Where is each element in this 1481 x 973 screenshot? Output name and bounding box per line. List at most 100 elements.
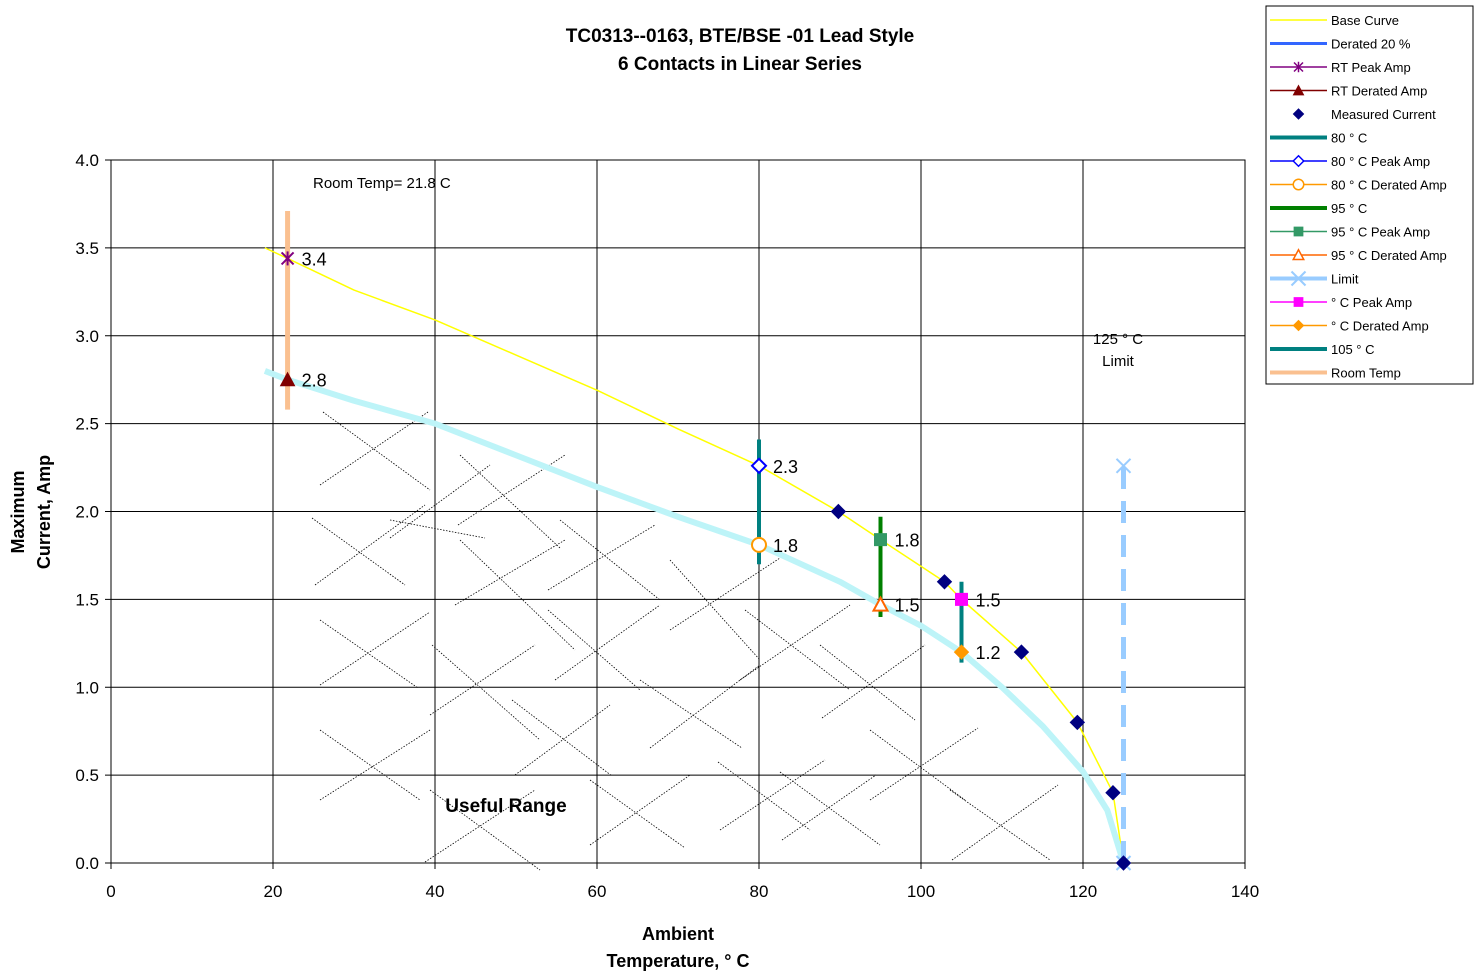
- ticks: 0 20 40 60 80 100 120 1400.00.51.01.52.02.53.03…: [75, 151, 1259, 901]
- legend-swatch-marker: [1294, 298, 1303, 307]
- legend-marker: [1294, 227, 1303, 236]
- legend-marker: [1293, 179, 1304, 190]
- y-axis-label-line2: Current, Amp: [34, 455, 54, 569]
- hatch-mark: [430, 645, 535, 715]
- data-point: [752, 459, 766, 473]
- data-label: 2.8: [302, 371, 327, 391]
- chart-subtitle: 6 Contacts in Linear Series: [618, 54, 862, 75]
- legend-label: Limit: [1331, 272, 1359, 287]
- hatch-mark: [720, 760, 825, 830]
- hatch-mark: [560, 520, 660, 600]
- hatch-mark: [320, 412, 428, 485]
- x-tick-label: 60: [588, 882, 607, 901]
- legend-label: 80 ° C: [1331, 131, 1367, 146]
- hatch-mark: [870, 728, 978, 800]
- x-tick-label: 80: [750, 882, 769, 901]
- hatch-mark: [555, 605, 660, 680]
- data-point: [752, 538, 766, 552]
- y-tick-label: 1.0: [75, 678, 99, 697]
- hatch-mark: [432, 645, 540, 740]
- legend-label: 95 ° C Peak Amp: [1331, 225, 1430, 240]
- y-tick-label: 4.0: [75, 151, 99, 170]
- legend-label: Measured Current: [1331, 107, 1436, 122]
- hatch-mark: [590, 780, 685, 848]
- legend-label: 80 ° C Derated Amp: [1331, 178, 1447, 193]
- hatch-mark: [320, 730, 430, 800]
- plot-area: 3.4 2.8 2.3 1.8 1.8 1.5 1.5 1.2 0 20 40 60 80 100 120…: [75, 151, 1259, 901]
- legend-label: 105 ° C: [1331, 342, 1375, 357]
- legend-label: Derated 20 %: [1331, 37, 1411, 52]
- series-base-curve: [265, 248, 1124, 863]
- x-tick-label: 20: [264, 882, 283, 901]
- legend: Base Curve Derated 20 % RT Peak Amp RT Dera…: [1266, 6, 1473, 384]
- legend-marker: [1294, 298, 1303, 307]
- data-point: [956, 593, 968, 605]
- y-tick-label: 1.5: [75, 590, 99, 609]
- hatch-mark: [952, 785, 1058, 860]
- hatch-mark: [820, 645, 915, 720]
- hatch-mark: [320, 730, 420, 800]
- data-label: 3.4: [302, 249, 327, 269]
- series-derated-20: [265, 371, 1124, 863]
- series-line-derated-20: [265, 371, 1124, 863]
- legend-label: RT Derated Amp: [1331, 84, 1427, 99]
- y-axis-label-line1: Maximum: [8, 470, 28, 553]
- legend-label: ° C Derated Amp: [1331, 319, 1429, 334]
- data-point: [282, 251, 294, 265]
- hatch-mark: [312, 518, 405, 585]
- room-temp-annotation: Room Temp= 21.8 C: [313, 175, 451, 192]
- hatch-mark: [740, 605, 850, 680]
- y-tick-label: 2.5: [75, 415, 99, 434]
- y-tick-label: 3.5: [75, 239, 99, 258]
- limit-annotation-line1: 125 ° C: [1093, 331, 1143, 348]
- legend-label: 80 ° C Peak Amp: [1331, 154, 1430, 169]
- x-tick-label: 40: [426, 882, 445, 901]
- hatch-mark: [390, 465, 490, 538]
- legend-label: RT Peak Amp: [1331, 60, 1411, 75]
- hatch-mark: [650, 665, 760, 748]
- y-tick-label: 0.5: [75, 766, 99, 785]
- hatch-mark: [548, 610, 640, 690]
- series-80-c-peak-amp: 2.3: [752, 457, 798, 477]
- legend-swatch-marker: [1294, 227, 1303, 236]
- hatch-mark: [548, 525, 655, 590]
- hatch-mark: [950, 790, 1050, 860]
- legend-label: Base Curve: [1331, 13, 1399, 28]
- data-label: 1.2: [976, 643, 1001, 663]
- hatch-mark: [590, 775, 690, 845]
- legend-label: ° C Peak Amp: [1331, 295, 1412, 310]
- hatch-mark: [315, 505, 425, 585]
- limit-annotation-line2: Limit: [1102, 353, 1135, 370]
- legend-label: 95 ° C Derated Amp: [1331, 248, 1447, 263]
- hatch-mark: [780, 772, 880, 845]
- x-tick-label: 140: [1231, 882, 1259, 901]
- x-tick-label: 0: [106, 882, 115, 901]
- hatch-mark: [670, 558, 780, 630]
- x-tick-label: 100: [907, 882, 935, 901]
- data-label: 1.8: [895, 531, 920, 551]
- legend-swatch-marker: [1293, 179, 1304, 190]
- hatch-mark: [515, 705, 610, 775]
- data-label: 1.5: [976, 590, 1001, 610]
- hatch-mark: [870, 730, 965, 800]
- y-tick-label: 2.0: [75, 503, 99, 522]
- hatch-mark: [320, 612, 430, 685]
- data-label: 1.8: [773, 536, 798, 556]
- hatch-mark: [822, 645, 925, 718]
- y-tick-label: 0.0: [75, 854, 99, 873]
- data-point: [1106, 786, 1120, 800]
- data-label: 1.5: [895, 596, 920, 616]
- chart-title: TC0313--0163, BTE/BSE -01 Lead Style: [566, 26, 914, 47]
- data-point: [1070, 715, 1084, 729]
- hatch-mark: [718, 762, 810, 830]
- hatch-mark: [670, 560, 760, 660]
- grid: [111, 160, 1245, 863]
- hatch-mark: [782, 775, 876, 840]
- legend-label: Room Temp: [1331, 366, 1401, 381]
- y-tick-label: 3.0: [75, 327, 99, 346]
- hatch-mark: [460, 540, 575, 650]
- hatch-mark: [390, 520, 485, 538]
- hatch-mark: [745, 610, 850, 690]
- x-axis-label-line1: Ambient: [642, 924, 714, 944]
- series-line-base-curve: [265, 248, 1124, 863]
